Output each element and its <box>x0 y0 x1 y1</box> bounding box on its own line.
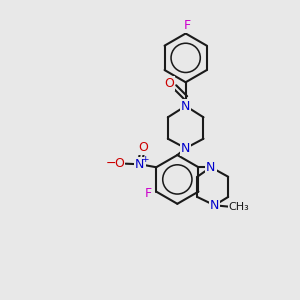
Text: F: F <box>144 188 152 200</box>
Text: O: O <box>114 157 124 169</box>
Text: −: − <box>106 157 116 169</box>
Text: O: O <box>138 141 148 154</box>
Text: N: N <box>210 199 219 212</box>
Text: N: N <box>206 161 216 174</box>
Text: N: N <box>181 142 190 155</box>
Text: +: + <box>141 155 148 164</box>
Text: N: N <box>181 100 190 112</box>
Text: N: N <box>135 158 145 171</box>
Text: CH₃: CH₃ <box>229 202 249 212</box>
Text: F: F <box>184 19 191 32</box>
Text: O: O <box>164 77 174 90</box>
